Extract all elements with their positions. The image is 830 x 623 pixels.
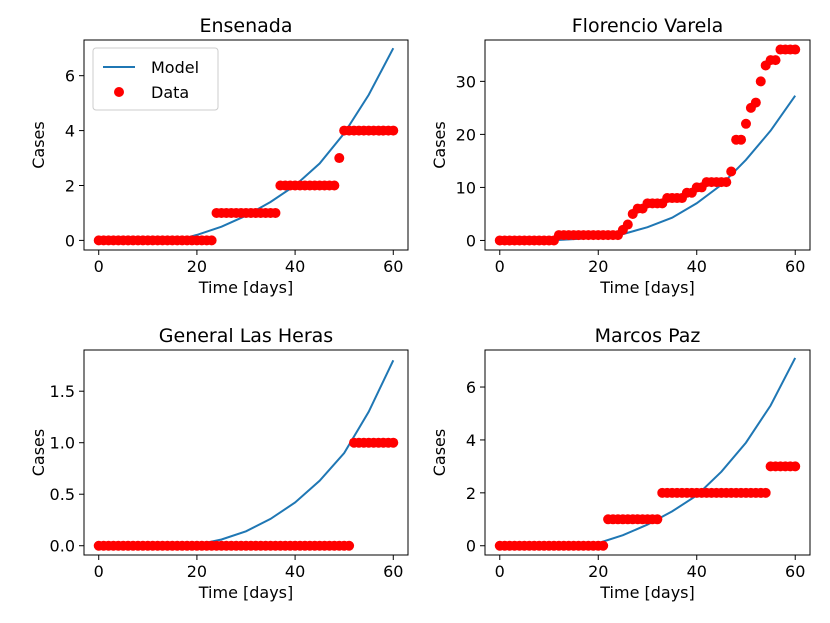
x-tick-label: 60 [383,257,403,276]
data-point [726,166,737,177]
y-tick-label: 2 [466,484,476,503]
panel-title: Florencio Varela [572,15,724,37]
y-axis-label: Cases [430,121,449,169]
y-tick-label: 30 [456,72,476,91]
data-point [790,44,801,55]
data-point [750,97,761,108]
y-tick-label: 1.5 [50,382,75,401]
y-axis-label: Cases [430,429,449,477]
data-point [329,180,340,191]
y-tick-label: 0 [466,231,476,250]
y-tick-label: 0 [466,537,476,556]
legend: Model Data [92,47,219,111]
data-point [206,235,217,246]
y-tick-label: 0.5 [50,485,75,504]
axes-frame [83,39,409,251]
data-point [388,125,399,136]
panel-title: General Las Heras [159,325,333,347]
y-tick-label: 2 [65,176,75,195]
x-axis-label: Time [days] [599,583,695,602]
data-point [721,177,732,188]
y-axis-label: Cases [29,429,48,477]
panel-florencio-varela: Florencio Varela 0 20 40 60 0 10 20 30 Time [da… [430,15,811,297]
y-tick-label: 6 [466,378,476,397]
model-line [499,95,797,242]
data-point [760,487,771,498]
x-tick-label: 40 [687,562,707,581]
data-point [740,118,751,129]
x-tick-label: 40 [285,562,305,581]
x-axis-label: Time [days] [198,583,294,602]
panel-marcos-paz: Marcos Paz 0 20 40 60 0 2 4 6 Time [days] Cases [430,325,811,602]
data-point [755,76,766,87]
panel-title: Marcos Paz [595,325,701,347]
data-point [270,207,281,218]
data-point [736,134,747,145]
x-tick-label: 0 [495,257,505,276]
data-point [652,514,663,525]
x-tick-label: 60 [383,562,403,581]
x-tick-label: 40 [687,257,707,276]
data-point [334,153,345,164]
x-tick-label: 20 [588,257,608,276]
axes-frame [484,349,811,556]
x-tick-label: 20 [187,257,207,276]
x-tick-label: 40 [285,257,305,276]
y-tick-label: 6 [65,67,75,86]
y-tick-label: 4 [65,122,75,141]
x-tick-label: 20 [588,562,608,581]
data-point [598,540,609,551]
legend-model-label: Model [151,58,199,77]
panel-ensenada: Ensenada 0 20 40 60 0 2 4 6 Time [days] Cases M… [29,15,409,297]
data-point [790,461,801,472]
x-axis-label: Time [days] [198,278,294,297]
x-tick-label: 60 [785,562,805,581]
panel-title: Ensenada [199,15,292,37]
legend-box [92,47,219,111]
x-tick-label: 0 [94,562,104,581]
x-tick-label: 0 [495,562,505,581]
y-tick-label: 20 [456,125,476,144]
axes-frame [83,349,409,556]
data-point [388,437,399,448]
y-tick-label: 0 [65,231,75,250]
y-tick-label: 0.0 [50,537,75,556]
legend-data-label: Data [151,83,189,102]
data-point [770,55,781,66]
x-tick-label: 60 [785,257,805,276]
model-line [98,359,395,547]
x-tick-label: 0 [94,257,104,276]
x-axis-label: Time [days] [599,278,695,297]
y-tick-label: 1.0 [50,434,75,453]
axes-frame [484,39,811,251]
data-point [622,219,633,230]
data-point [344,540,355,551]
y-tick-label: 10 [456,178,476,197]
panel-general-las-heras: General Las Heras 0 20 40 60 0.0 0.5 1.0 1.5 Ti… [29,325,409,602]
y-axis-label: Cases [29,121,48,169]
x-tick-label: 20 [187,562,207,581]
y-tick-label: 4 [466,431,476,450]
legend-data-swatch [114,87,124,97]
